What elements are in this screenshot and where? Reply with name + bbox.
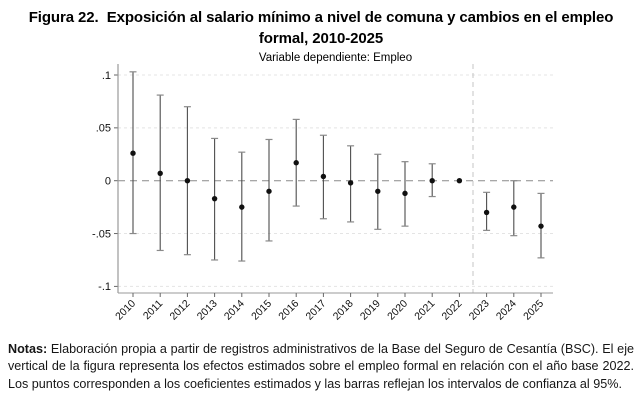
coef-point-2025 (538, 223, 544, 229)
coef-point-2013 (211, 195, 218, 202)
x-tick-label: 2024 (494, 298, 519, 323)
y-tick-label: .1 (102, 70, 111, 82)
x-tick-label: 2023 (467, 298, 492, 323)
x-tick-label: 2013 (195, 298, 220, 323)
coef-point-2014 (239, 204, 245, 210)
chart-subtitle: Variable dependiente: Empleo (258, 52, 413, 64)
x-tick-label: 2014 (222, 298, 247, 323)
y-tick-label: -.1 (98, 281, 111, 293)
x-tick-label: 2025 (521, 298, 546, 323)
notes-text: Elaboración propia a partir de registros… (8, 341, 634, 392)
coef-point-2023 (483, 209, 490, 216)
coef-point-2015 (266, 188, 272, 194)
coef-point-2016 (293, 160, 299, 166)
coef-point-2022 (456, 178, 463, 184)
coef-point-2010 (130, 150, 136, 156)
figure-title: Figura 22. Exposición al salario mínimo … (28, 9, 618, 47)
coef-point-2024 (511, 204, 517, 210)
x-tick-label: 2011 (141, 298, 166, 323)
notes-label: Notas: (8, 341, 48, 356)
x-tick-label: 2022 (440, 298, 465, 323)
figure-notes: Notas: Elaboración propia a partir de re… (0, 341, 642, 395)
coef-point-2012 (184, 178, 191, 184)
coef-point-2017 (320, 173, 327, 180)
y-tick-label: 0 (105, 176, 111, 188)
x-tick-label: 2010 (113, 298, 138, 323)
coef-point-2020 (402, 190, 408, 197)
x-tick-label: 2019 (358, 298, 383, 323)
coef-point-2019 (375, 188, 381, 194)
x-tick-label: 2012 (168, 298, 193, 323)
x-tick-label: 2021 (412, 298, 437, 323)
x-tick-label: 2017 (304, 298, 329, 323)
y-tick-label: -.05 (92, 228, 111, 240)
x-tick-label: 2016 (276, 298, 301, 323)
x-tick-label: 2015 (249, 298, 274, 323)
coef-point-2011 (157, 170, 163, 177)
coef-point-2021 (429, 178, 435, 184)
coef-point-2018 (347, 180, 354, 186)
x-tick-label: 2018 (331, 298, 356, 323)
y-tick-label: .05 (96, 123, 111, 135)
x-tick-label: 2020 (385, 298, 410, 323)
